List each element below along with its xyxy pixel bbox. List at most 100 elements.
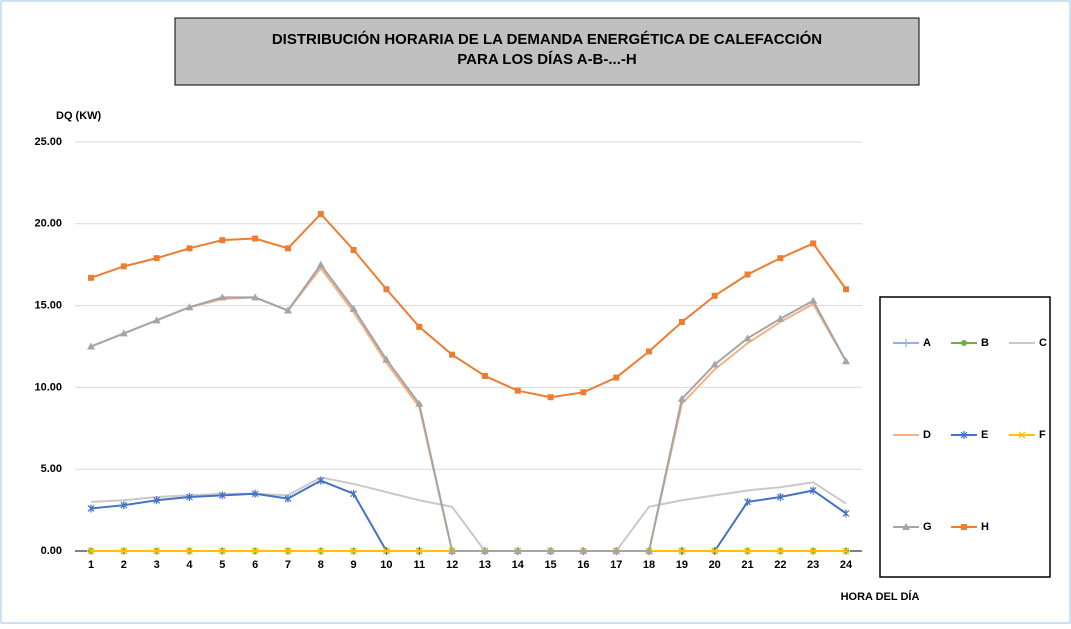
marker bbox=[152, 316, 161, 324]
marker bbox=[480, 547, 489, 554]
marker bbox=[809, 296, 818, 304]
marker bbox=[87, 547, 95, 555]
marker bbox=[960, 431, 968, 439]
marker bbox=[743, 334, 752, 342]
marker bbox=[809, 547, 817, 555]
marker bbox=[251, 293, 260, 301]
y-axis-label: DQ (KW) bbox=[56, 110, 102, 122]
marker bbox=[87, 504, 95, 513]
marker bbox=[646, 348, 653, 355]
x-tick-label: 13 bbox=[479, 559, 491, 571]
y-tick-label: 0.00 bbox=[41, 545, 62, 557]
marker bbox=[219, 237, 226, 244]
marker bbox=[350, 547, 358, 555]
x-tick-label: 6 bbox=[252, 559, 258, 571]
x-tick-label: 22 bbox=[774, 559, 786, 571]
marker bbox=[744, 271, 751, 278]
x-tick-label: 14 bbox=[512, 559, 525, 571]
marker bbox=[317, 210, 324, 217]
x-tick-label: 10 bbox=[380, 559, 392, 571]
marker bbox=[613, 374, 620, 381]
x-tick-label: 7 bbox=[285, 559, 291, 571]
legend-label: G bbox=[923, 521, 932, 533]
x-tick-label: 1 bbox=[88, 559, 94, 571]
marker bbox=[744, 497, 751, 506]
marker bbox=[481, 372, 488, 379]
marker bbox=[349, 304, 358, 312]
marker bbox=[546, 547, 555, 554]
marker bbox=[120, 547, 128, 555]
marker bbox=[961, 524, 967, 530]
x-tick-label: 2 bbox=[121, 559, 127, 571]
x-tick-label: 9 bbox=[351, 559, 357, 571]
marker bbox=[711, 292, 718, 299]
legend-label: C bbox=[1039, 337, 1047, 349]
title-box bbox=[174, 17, 920, 86]
legend-label: A bbox=[923, 337, 931, 349]
marker bbox=[251, 547, 259, 555]
marker bbox=[961, 340, 967, 346]
marker bbox=[186, 493, 193, 502]
marker bbox=[514, 387, 521, 394]
marker bbox=[776, 547, 784, 555]
marker bbox=[382, 547, 390, 555]
marker bbox=[678, 547, 686, 555]
marker bbox=[711, 547, 719, 555]
x-tick-label: 8 bbox=[318, 559, 324, 571]
legend-label: E bbox=[981, 429, 988, 441]
x-axis-label: HORA DEL DÍA bbox=[841, 590, 920, 603]
x-tick-label: 18 bbox=[643, 559, 655, 571]
y-tick-label: 20.00 bbox=[34, 218, 62, 230]
x-tick-label: 12 bbox=[446, 559, 458, 571]
marker bbox=[88, 274, 94, 281]
marker bbox=[415, 399, 424, 407]
marker bbox=[547, 394, 554, 401]
marker bbox=[218, 293, 227, 301]
legend-label: F bbox=[1039, 429, 1046, 441]
marker bbox=[383, 286, 390, 293]
marker bbox=[185, 303, 194, 311]
marker bbox=[580, 389, 587, 396]
marker bbox=[416, 323, 423, 330]
y-tick-label: 5.00 bbox=[41, 463, 62, 475]
marker bbox=[350, 246, 357, 253]
marker bbox=[809, 486, 817, 495]
marker bbox=[284, 547, 292, 555]
marker bbox=[382, 355, 391, 363]
y-tick-label: 10.00 bbox=[34, 381, 62, 393]
marker bbox=[153, 255, 160, 262]
marker bbox=[251, 489, 259, 498]
marker bbox=[317, 547, 325, 555]
chart-title: DISTRIBUCIÓN HORARIA DE LA DEMANDA ENERG… bbox=[272, 30, 822, 48]
marker bbox=[902, 523, 910, 530]
marker bbox=[776, 314, 785, 322]
x-tick-label: 5 bbox=[219, 559, 225, 571]
marker bbox=[119, 329, 128, 337]
x-tick-label: 24 bbox=[840, 559, 853, 571]
x-tick-label: 11 bbox=[413, 559, 425, 571]
x-tick-label: 16 bbox=[577, 559, 589, 571]
x-tick-label: 15 bbox=[544, 559, 556, 571]
marker bbox=[120, 263, 127, 270]
marker bbox=[316, 260, 325, 268]
marker bbox=[283, 306, 292, 314]
x-tick-label: 17 bbox=[610, 559, 622, 571]
marker bbox=[186, 547, 193, 555]
marker bbox=[842, 357, 850, 365]
marker bbox=[284, 494, 292, 503]
x-tick-label: 19 bbox=[676, 559, 688, 571]
marker bbox=[186, 245, 193, 252]
x-tick-label: 23 bbox=[807, 559, 819, 571]
marker bbox=[252, 235, 259, 242]
marker bbox=[153, 547, 161, 555]
marker bbox=[842, 547, 850, 555]
marker bbox=[153, 496, 161, 505]
series-line bbox=[90, 212, 847, 399]
marker bbox=[415, 547, 423, 555]
chart-subtitle: PARA LOS DÍAS A-B-...-H bbox=[457, 51, 636, 68]
marker bbox=[513, 547, 522, 554]
legend-label: H bbox=[981, 521, 989, 533]
marker bbox=[218, 491, 226, 500]
marker bbox=[449, 351, 456, 358]
